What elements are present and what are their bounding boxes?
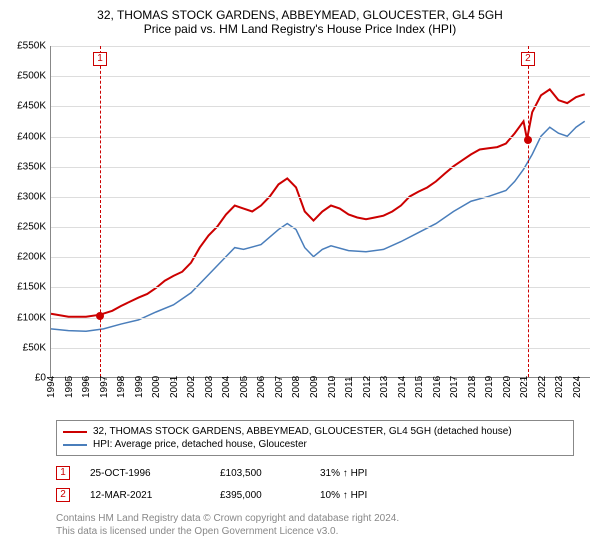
- legend-label: 32, THOMAS STOCK GARDENS, ABBEYMEAD, GLO…: [93, 426, 512, 437]
- sale-price: £103,500: [220, 468, 300, 479]
- x-tick-label: 2011: [344, 376, 355, 398]
- gridline-h: [51, 197, 590, 198]
- sale-marker-dot: [524, 136, 532, 144]
- y-tick-label: £150K: [17, 282, 46, 293]
- y-tick-label: £0: [35, 373, 46, 384]
- x-tick-label: 2010: [327, 376, 338, 398]
- x-tick-label: 2006: [256, 376, 267, 398]
- x-tick-label: 2004: [221, 376, 232, 398]
- sale-date: 12-MAR-2021: [90, 490, 200, 501]
- sale-row: 2 12-MAR-2021 £395,000 10% ↑ HPI: [56, 484, 574, 506]
- gridline-h: [51, 137, 590, 138]
- legend-label: HPI: Average price, detached house, Glou…: [93, 439, 307, 450]
- x-tick-label: 1996: [81, 376, 92, 398]
- sales-table: 1 25-OCT-1996 £103,500 31% ↑ HPI 2 12-MAR-202…: [56, 462, 574, 506]
- x-tick-label: 2012: [362, 376, 373, 398]
- y-axis-labels: £0£50K£100K£150K£200K£250K£300K£350K£400…: [10, 46, 48, 378]
- x-tick-label: 2022: [537, 376, 548, 398]
- y-tick-label: £550K: [17, 41, 46, 52]
- x-tick-label: 1995: [64, 376, 75, 398]
- gridline-h: [51, 318, 590, 319]
- x-tick-label: 2024: [572, 376, 583, 398]
- x-tick-label: 2000: [151, 376, 162, 398]
- sale-marker-dot: [96, 312, 104, 320]
- x-tick-label: 2005: [239, 376, 250, 398]
- series-line: [51, 89, 585, 316]
- y-tick-label: £300K: [17, 191, 46, 202]
- legend-row: 32, THOMAS STOCK GARDENS, ABBEYMEAD, GLO…: [63, 425, 567, 438]
- legend-swatch: [63, 431, 87, 433]
- x-tick-label: 2013: [379, 376, 390, 398]
- x-tick-label: 2008: [291, 376, 302, 398]
- y-tick-label: £350K: [17, 161, 46, 172]
- y-tick-label: £250K: [17, 222, 46, 233]
- sale-marker-box: 1: [93, 52, 107, 66]
- x-tick-label: 2015: [414, 376, 425, 398]
- footer-attribution: Contains HM Land Registry data © Crown c…: [56, 512, 574, 538]
- legend-swatch: [63, 444, 87, 446]
- x-tick-label: 2001: [169, 376, 180, 398]
- gridline-h: [51, 76, 590, 77]
- sale-date: 25-OCT-1996: [90, 468, 200, 479]
- x-tick-label: 2009: [309, 376, 320, 398]
- sale-marker-box: 2: [521, 52, 535, 66]
- x-tick-label: 2016: [432, 376, 443, 398]
- sale-marker-line: [100, 46, 101, 377]
- x-tick-label: 1998: [116, 376, 127, 398]
- sale-row-marker: 1: [56, 466, 70, 480]
- y-tick-label: £50K: [23, 342, 46, 353]
- x-tick-label: 2020: [502, 376, 513, 398]
- x-tick-label: 2002: [186, 376, 197, 398]
- y-tick-label: £500K: [17, 71, 46, 82]
- sale-marker-line: [528, 46, 529, 377]
- plot-area: 12: [50, 46, 590, 378]
- x-tick-label: 2014: [397, 376, 408, 398]
- footer-line2: This data is licensed under the Open Gov…: [56, 525, 574, 538]
- x-tick-label: 2019: [484, 376, 495, 398]
- legend-row: HPI: Average price, detached house, Glou…: [63, 438, 567, 451]
- x-tick-label: 2017: [449, 376, 460, 398]
- sale-hpi: 31% ↑ HPI: [320, 468, 400, 479]
- chart-area: £0 £50K £100K £150K £200K £250K £300K £350K £400…: [10, 42, 590, 412]
- sale-price: £395,000: [220, 490, 300, 501]
- y-tick-label: £450K: [17, 101, 46, 112]
- y-tick-label: £400K: [17, 131, 46, 142]
- gridline-h: [51, 287, 590, 288]
- footer-line1: Contains HM Land Registry data © Crown c…: [56, 512, 574, 525]
- gridline-h: [51, 227, 590, 228]
- gridline-h: [51, 167, 590, 168]
- x-tick-label: 1994: [46, 376, 57, 398]
- y-tick-label: £100K: [17, 312, 46, 323]
- x-tick-label: 2003: [204, 376, 215, 398]
- y-tick-label: £200K: [17, 252, 46, 263]
- legend: 32, THOMAS STOCK GARDENS, ABBEYMEAD, GLO…: [56, 420, 574, 456]
- x-tick-label: 2023: [554, 376, 565, 398]
- gridline-h: [51, 46, 590, 47]
- chart-title-line2: Price paid vs. HM Land Registry's House …: [10, 22, 590, 36]
- x-tick-label: 1997: [99, 376, 110, 398]
- x-tick-label: 2018: [467, 376, 478, 398]
- line-series-svg: [51, 46, 590, 377]
- gridline-h: [51, 106, 590, 107]
- x-tick-label: 2021: [519, 376, 530, 398]
- x-tick-label: 2007: [274, 376, 285, 398]
- sale-row-marker: 2: [56, 488, 70, 502]
- gridline-h: [51, 257, 590, 258]
- sale-row: 1 25-OCT-1996 £103,500 31% ↑ HPI: [56, 462, 574, 484]
- x-tick-label: 1999: [134, 376, 145, 398]
- gridline-h: [51, 348, 590, 349]
- chart-title-line1: 32, THOMAS STOCK GARDENS, ABBEYMEAD, GLO…: [10, 8, 590, 22]
- sale-hpi: 10% ↑ HPI: [320, 490, 400, 501]
- x-axis-labels: 1994199519961997199819992000200120022003…: [50, 378, 590, 412]
